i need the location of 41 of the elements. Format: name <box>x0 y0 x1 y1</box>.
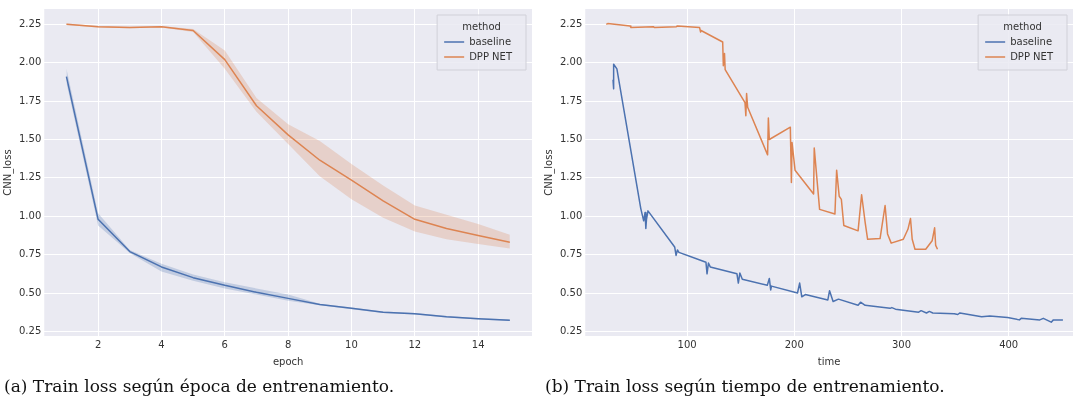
y-tick-label: 1.50 <box>19 133 42 145</box>
x-tick-label: 10 <box>345 338 358 350</box>
y-tick-label: 1.00 <box>19 209 42 221</box>
y-tick-label: 1.75 <box>19 94 42 106</box>
legend-label: baseline <box>469 35 512 47</box>
x-tick-label: 300 <box>891 338 912 350</box>
y-tick-label: 0.25 <box>19 324 42 336</box>
y-tick-label: 2.00 <box>560 56 583 68</box>
x-tick-label: 12 <box>408 338 422 350</box>
y-tick-label: 0.75 <box>19 248 42 260</box>
x-axis-title: time <box>817 355 841 367</box>
y-tick-label: 0.50 <box>560 286 583 298</box>
y-tick-label: 1.25 <box>560 171 583 183</box>
y-tick-label: 1.75 <box>560 94 583 106</box>
y-tick-label: 1.25 <box>19 171 42 183</box>
x-axis-title: epoch <box>272 355 304 367</box>
text: (a) Train loss según época de entrenamiento. <box>3 376 395 396</box>
x-tick-label: 6 <box>221 338 228 350</box>
y-tick-label: 2.25 <box>19 17 42 29</box>
legend-label: baseline <box>1010 35 1053 47</box>
legend-title: method <box>462 20 501 32</box>
legend-title: method <box>1003 20 1042 32</box>
y-axis-title: CNN_loss <box>542 149 555 196</box>
y-tick-label: 0.75 <box>560 248 583 260</box>
y-tick-label: 0.50 <box>19 286 42 298</box>
x-tick-label: 4 <box>158 338 165 350</box>
y-tick-label: 2.00 <box>19 56 42 68</box>
y-tick-label: 1.00 <box>560 209 583 221</box>
x-tick-label: 14 <box>471 338 485 350</box>
legend-label: DPP NET <box>1010 50 1054 62</box>
legend-label: DPP NET <box>469 50 513 62</box>
y-axis-title: CNN_loss <box>1 149 14 196</box>
y-tick-label: 0.25 <box>560 324 583 336</box>
y-tick-label: 1.50 <box>560 133 583 145</box>
x-tick-label: 2 <box>94 338 102 350</box>
x-tick-label: 8 <box>284 338 292 350</box>
x-tick-label: 200 <box>784 338 804 350</box>
text: (b) Train loss según tiempo de entrenamiento. <box>544 376 945 396</box>
y-tick-label: 2.25 <box>560 17 583 29</box>
x-tick-label: 400 <box>999 338 1019 350</box>
x-tick-label: 100 <box>677 338 697 350</box>
